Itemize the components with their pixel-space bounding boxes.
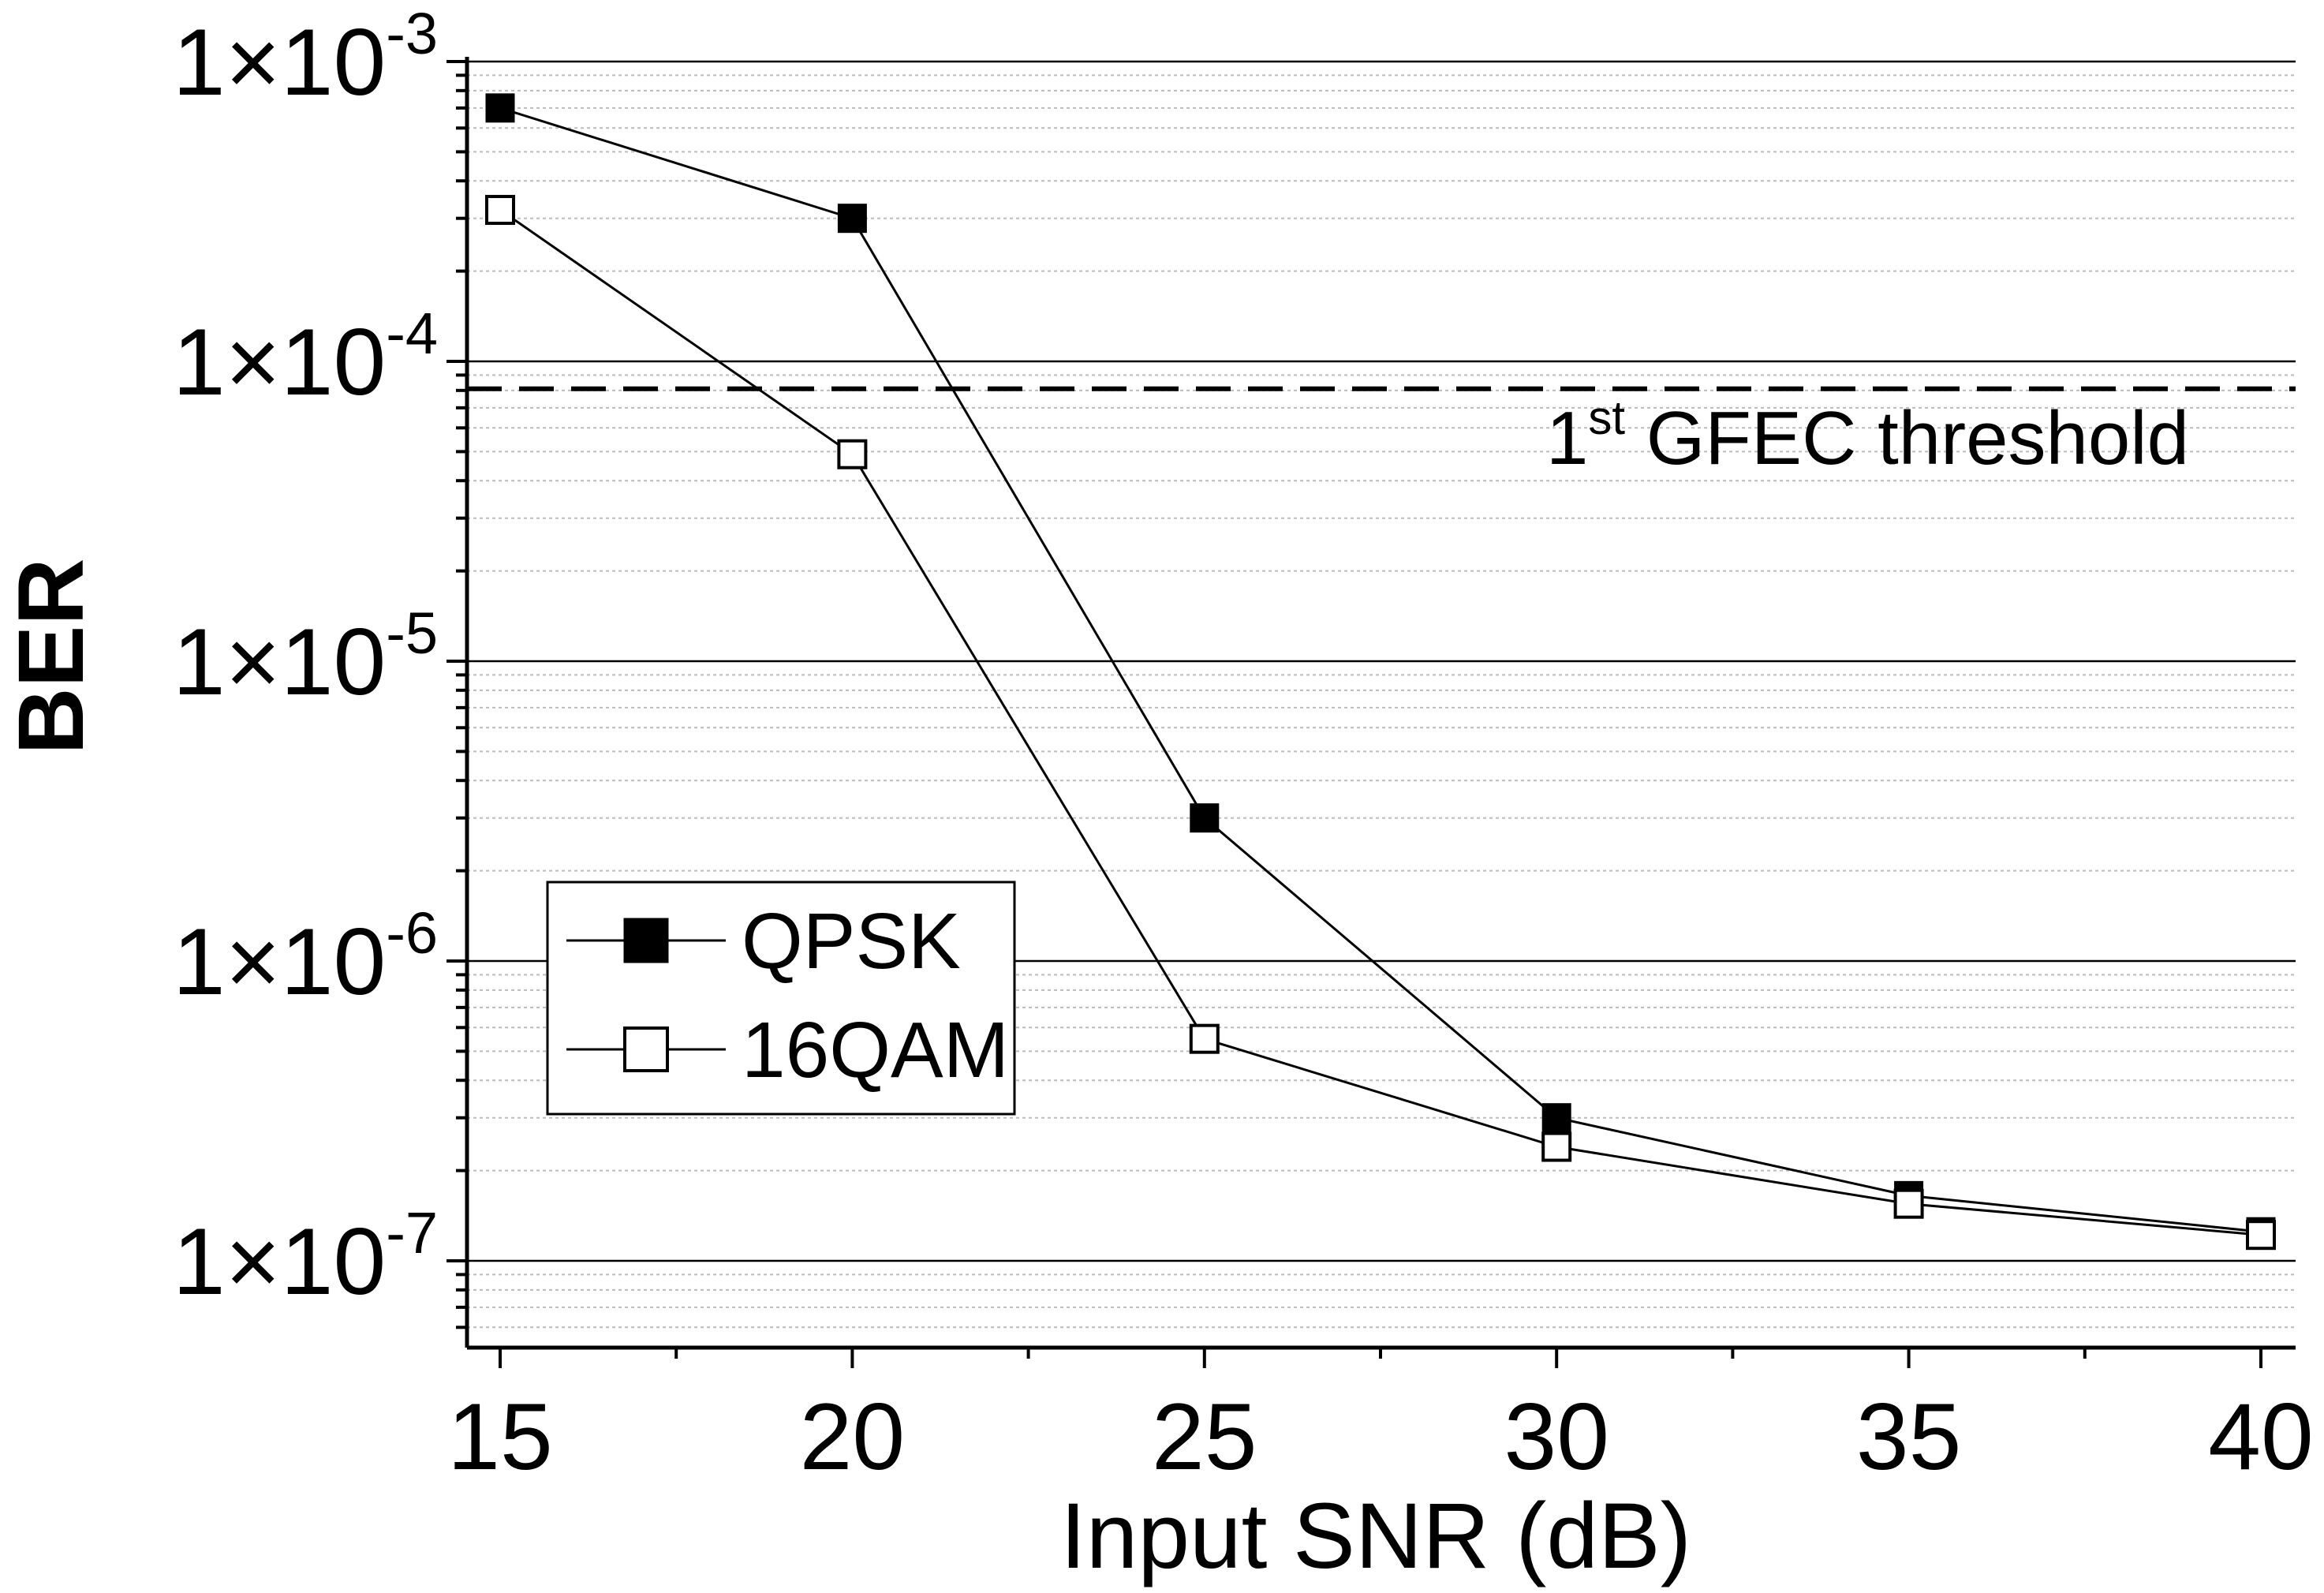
x-axis-title: Input SNR (dB): [1060, 1484, 1691, 1588]
16qam-marker: [1189, 1023, 1220, 1054]
x-tick-label: 35: [1856, 1384, 1961, 1490]
y-tick-label-exponent: -3: [386, 1, 438, 66]
legend-label-qpsk: QPSK: [742, 897, 961, 985]
x-tick-label: 15: [447, 1384, 552, 1490]
y-tick-label-exponent: -5: [386, 600, 438, 666]
16qam-line: [499, 208, 2262, 1236]
x-tick-label: 25: [1152, 1384, 1257, 1490]
tick-labels: 15 20 25 30 35 401×10-31×10-41×10-51×10-61×10…: [173, 1, 2314, 1490]
y-tick-label-base: 1×10: [173, 609, 386, 715]
legend-marker-qpsk: [623, 918, 669, 963]
16qam-marker: [1541, 1131, 1572, 1162]
16qam-marker: [1893, 1188, 1924, 1219]
threshold-label-rest: GFEC threshold: [1625, 396, 2189, 481]
y-tick-label-exponent: -7: [386, 1200, 438, 1266]
threshold-label-sup: st: [1588, 391, 1625, 444]
minor-gridlines: [467, 74, 2296, 1329]
y-tick-label-base: 1×10: [173, 9, 386, 115]
x-tick-label: 40: [2208, 1384, 2313, 1490]
qpsk-line: [499, 107, 2262, 1233]
y-tick-label-base: 1×10: [173, 1209, 386, 1314]
series: [485, 93, 2276, 1251]
qpsk-marker: [485, 93, 515, 123]
y-tick-label: 1×10-6: [173, 900, 438, 1015]
16qam-marker: [2246, 1220, 2276, 1251]
y-axis-title: BER: [0, 558, 103, 754]
qpsk-marker: [837, 204, 867, 234]
legend-marker-16qam: [623, 1026, 669, 1072]
qpsk-marker: [1541, 1103, 1571, 1133]
qpsk-marker: [1190, 803, 1220, 833]
legend: QPSK 16QAM: [546, 881, 1016, 1116]
y-tick-label-exponent: -4: [386, 301, 438, 366]
y-tick-label: 1×10-3: [173, 1, 438, 115]
major-gridlines: [467, 60, 2296, 1262]
x-tick-label: 30: [1504, 1384, 1608, 1490]
y-tick-label-exponent: -6: [386, 900, 438, 966]
16qam-marker: [837, 439, 868, 469]
y-tick-label: 1×10-5: [173, 600, 438, 715]
threshold-label-main: 1: [1546, 396, 1588, 481]
y-tick-label: 1×10-7: [173, 1200, 438, 1314]
threshold-label: 1st GFEC threshold: [1546, 391, 2189, 481]
axes: [446, 57, 2296, 1368]
x-tick-label: 20: [800, 1384, 905, 1490]
y-tick-label-base: 1×10: [173, 909, 386, 1015]
y-tick-label-base: 1×10: [173, 309, 386, 415]
y-tick-label: 1×10-4: [173, 301, 438, 415]
legend-label-16qam: 16QAM: [742, 1006, 1009, 1094]
16qam-marker: [485, 195, 515, 226]
